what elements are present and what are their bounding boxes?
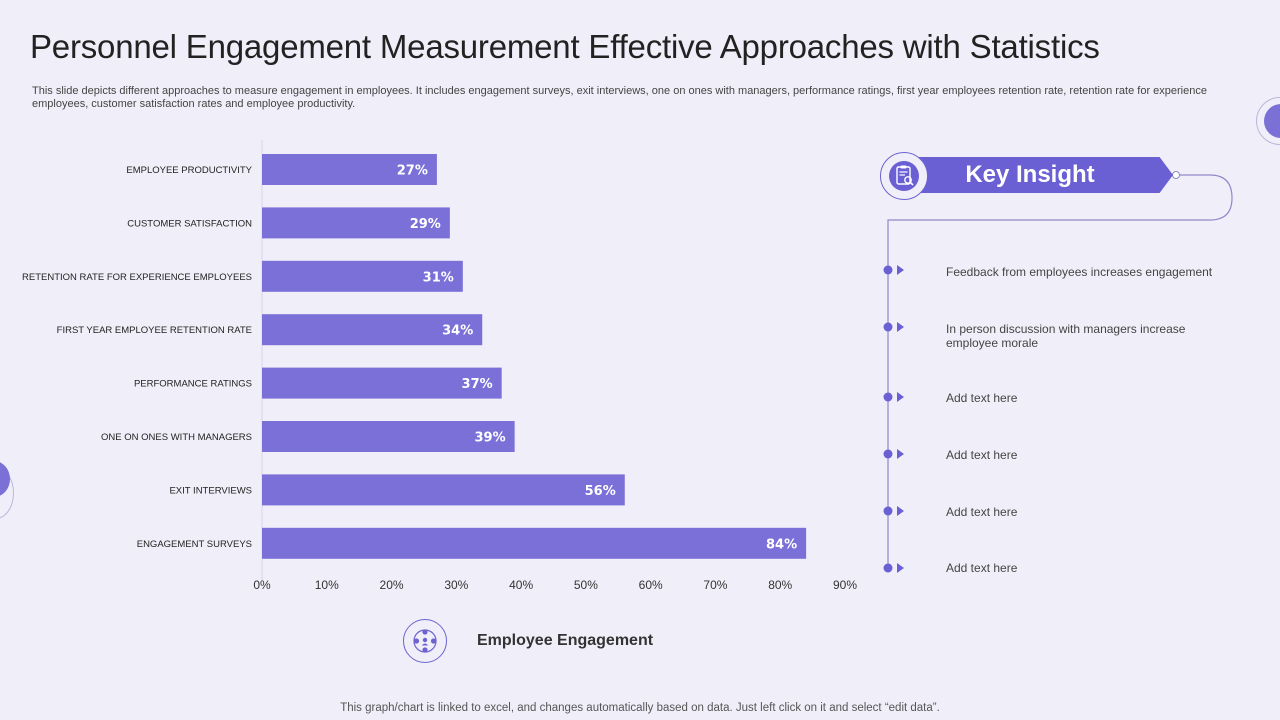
bar[interactable] (262, 154, 437, 185)
key-insight-marker-5 (883, 506, 904, 516)
x-tick-label: 90% (833, 578, 857, 592)
key-insight-item: Add text here (946, 505, 1018, 519)
key-insight-marker-2 (883, 322, 904, 332)
data-label: 34% (442, 324, 473, 339)
people-network-icon (403, 619, 447, 663)
x-tick-label: 70% (703, 578, 727, 592)
x-tick-label: 20% (380, 578, 404, 592)
category-label: ENGAGEMENT SURVEYS (137, 539, 252, 550)
bar-chart[interactable]: EMPLOYEE PRODUCTIVITY 27% CUSTOMER SATISFA… (0, 130, 870, 610)
key-insight-item: Add text here (946, 391, 1018, 405)
x-tick-label: 40% (509, 578, 533, 592)
data-label: 84% (766, 537, 797, 552)
page-title: Personnel Engagement Measurement Effecti… (30, 28, 1100, 65)
data-label: 37% (462, 377, 493, 392)
bar[interactable] (262, 367, 502, 399)
x-tick-label: 10% (315, 578, 339, 592)
bar[interactable] (262, 421, 515, 452)
category-label: ONE ON ONES WITH MANAGERS (101, 432, 252, 443)
data-label: 31% (423, 270, 454, 285)
bar[interactable] (262, 527, 807, 559)
category-label: FIRST YEAR EMPLOYEE RETENTION RATE (57, 325, 252, 336)
x-tick-label: 60% (639, 578, 663, 592)
data-label: 56% (585, 484, 616, 499)
key-insight-item: Add text here (946, 561, 1018, 575)
key-insight-marker-1 (883, 265, 904, 275)
category-label: PERFORMANCE RATINGS (134, 379, 252, 390)
bar[interactable] (262, 207, 450, 239)
footer-note: This graph/chart is linked to excel, and… (340, 702, 940, 714)
x-tick-label: 0% (253, 578, 271, 592)
category-label: EXIT INTERVIEWS (169, 485, 252, 496)
legend-label: Employee Engagement (477, 632, 654, 649)
bar[interactable] (262, 314, 483, 346)
key-insight-banner (905, 157, 1173, 193)
x-tick-label: 80% (768, 578, 792, 592)
x-tick-label: 50% (574, 578, 598, 592)
data-label: 39% (475, 431, 506, 446)
category-label: RETENTION RATE FOR EXPERIENCE EMPLOYEES (22, 272, 252, 283)
bar[interactable] (262, 260, 463, 292)
key-insight-item: In person discussion with managers incre… (946, 322, 1186, 350)
key-insight-item: Feedback from employees increases engage… (946, 265, 1213, 279)
key-insight-marker-4 (883, 449, 904, 459)
key-insight-marker-3 (883, 392, 904, 402)
clipboard-search-icon (880, 152, 928, 200)
decorative-circle (1264, 104, 1280, 138)
key-insight-item: Add text here (946, 448, 1018, 462)
page-description: This slide depicts different approaches … (32, 85, 1207, 110)
category-label: EMPLOYEE PRODUCTIVITY (126, 165, 252, 176)
decorative-circle-left (0, 461, 10, 497)
x-tick-label: 30% (444, 578, 468, 592)
key-insight-marker-6 (883, 563, 904, 573)
category-label: CUSTOMER SATISFACTION (127, 218, 252, 229)
data-label: 27% (397, 164, 428, 179)
data-label: 29% (410, 217, 441, 232)
key-insight-title: Key Insight (965, 161, 1095, 188)
bar[interactable] (262, 474, 625, 506)
